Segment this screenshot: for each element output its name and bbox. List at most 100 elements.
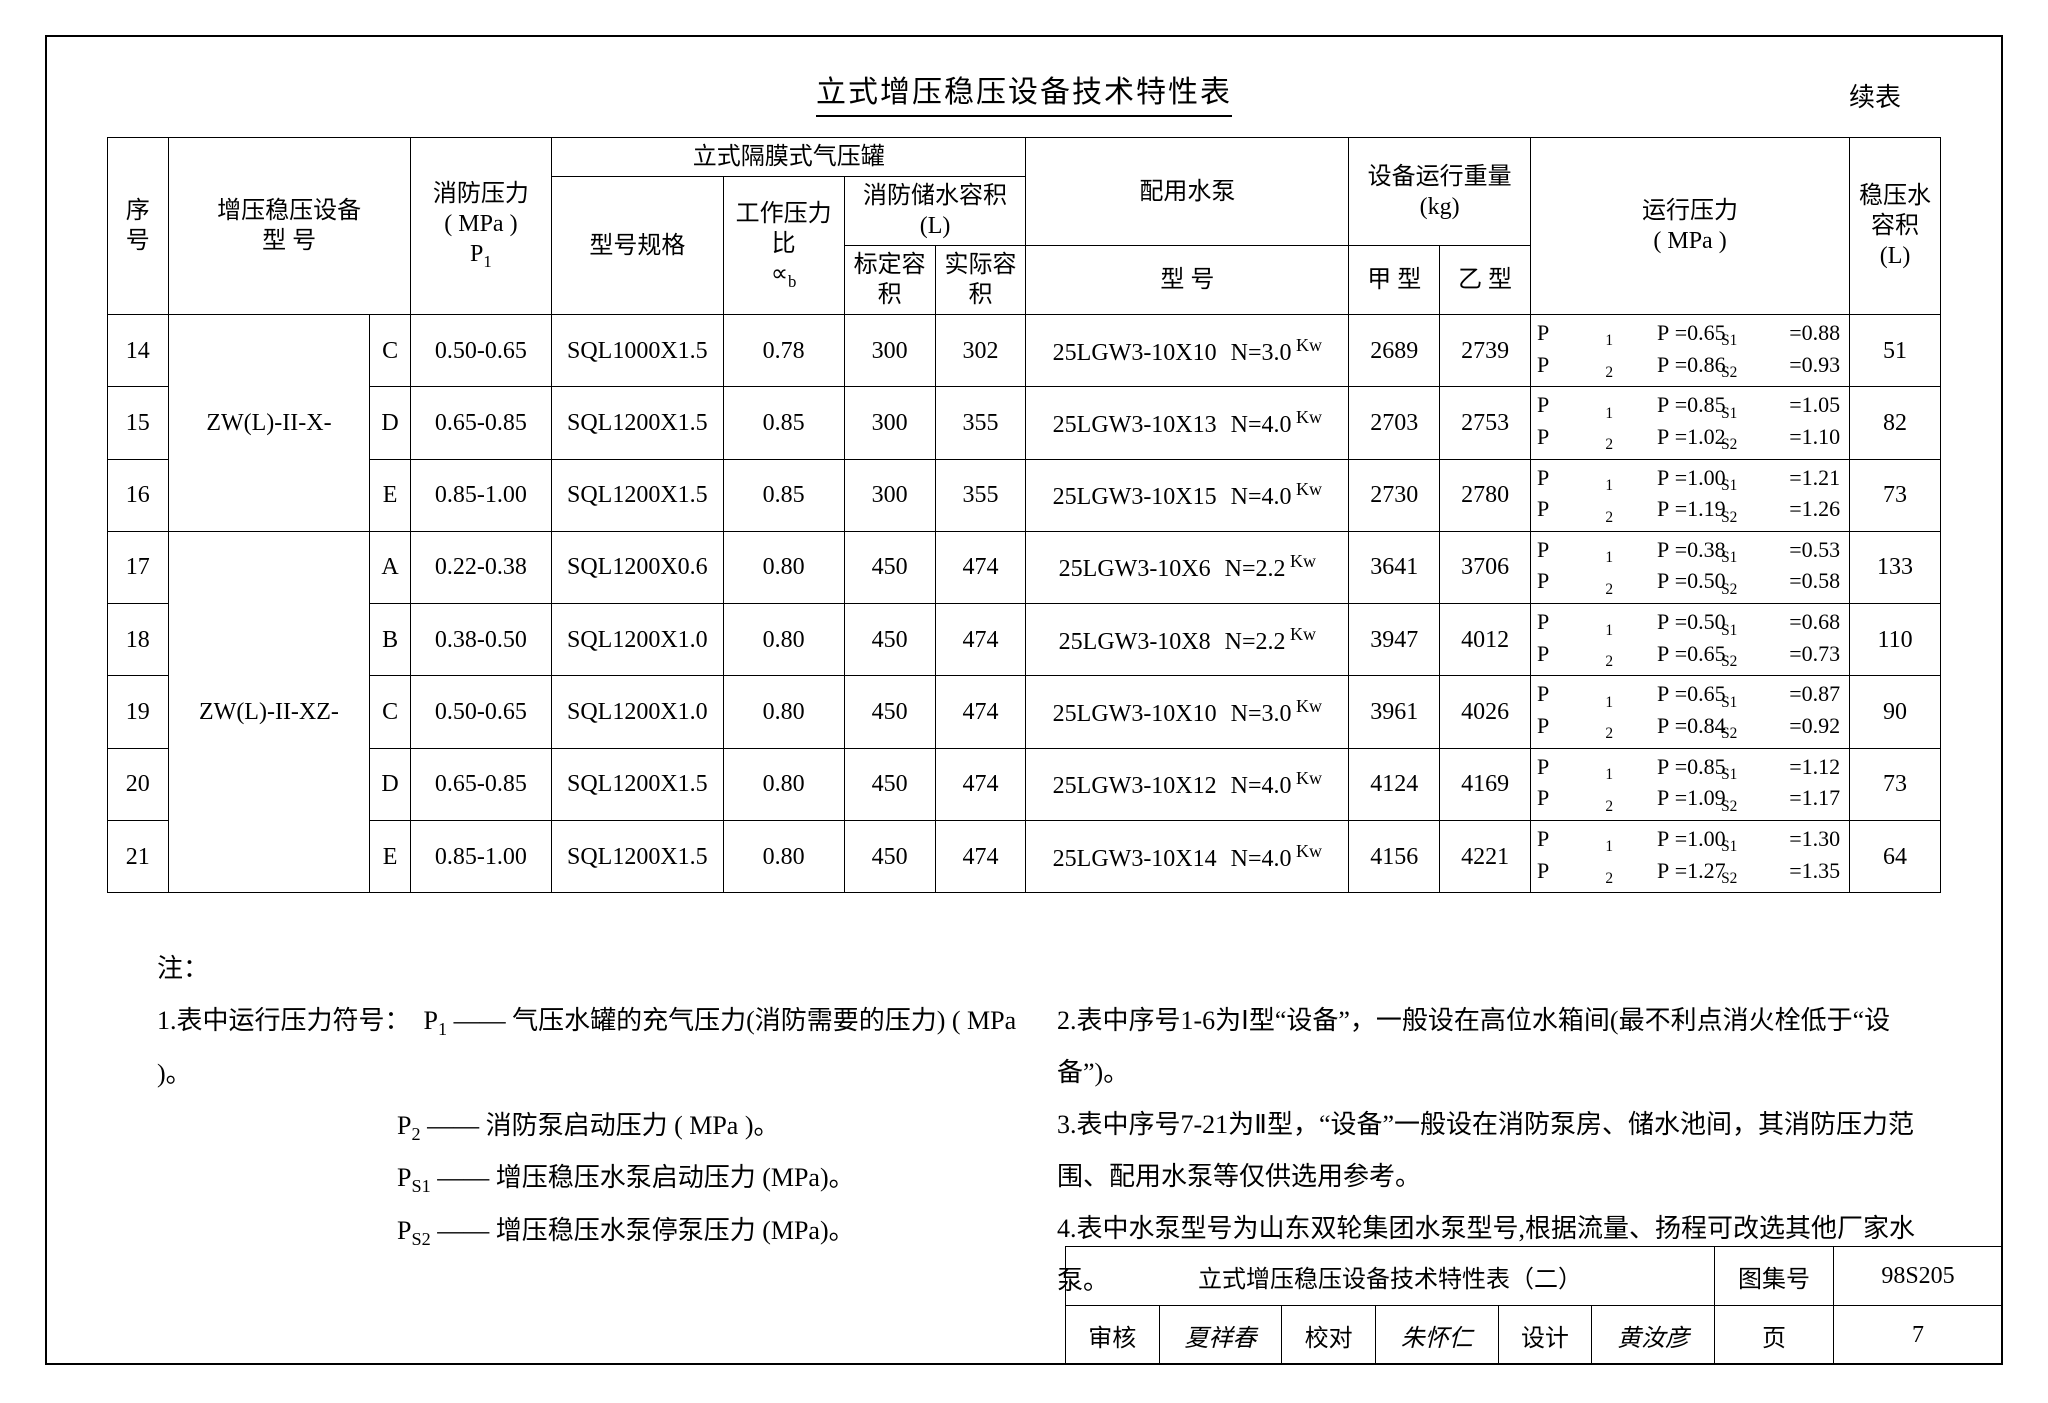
cell-fire-pressure: 0.50-0.65 bbox=[410, 315, 551, 387]
note-1-ps1: PS1 —— 增压稳压水泵启动压力 (MPa)。 bbox=[157, 1152, 1037, 1205]
tb-proof-name: 朱怀仁 bbox=[1375, 1306, 1498, 1365]
cell-suffix: A bbox=[370, 531, 410, 603]
document-title: 立式增压稳压设备技术特性表 bbox=[816, 67, 1232, 117]
cell-vol-rated: 300 bbox=[844, 459, 935, 531]
cell-weight-a: 4156 bbox=[1349, 820, 1440, 892]
cell-weight-a: 3947 bbox=[1349, 604, 1440, 676]
cell-vol-actual: 474 bbox=[935, 604, 1026, 676]
cell-fire-pressure: 0.85-1.00 bbox=[410, 459, 551, 531]
note-2: 2.表中序号1-6为Ⅰ型“设备”，一般设在高位水箱间(最不利点消火栓低于“设备”… bbox=[1057, 995, 1941, 1099]
cell-pump: 25LGW3-10X14N=4.0 Kw bbox=[1026, 820, 1349, 892]
tb-design-name: 黄汝彦 bbox=[1592, 1306, 1715, 1365]
cell-vol-rated: 450 bbox=[844, 820, 935, 892]
header-weight-b: 乙 型 bbox=[1440, 246, 1531, 315]
cell-seq: 18 bbox=[108, 604, 169, 676]
cell-suffix: E bbox=[370, 459, 410, 531]
cell-model-prefix: ZW(L)-II-XZ- bbox=[168, 531, 370, 892]
document-frame: 立式增压稳压设备技术特性表 续表 序号 增压稳压设备型 号 消防压力( MPa … bbox=[45, 35, 2003, 1365]
cell-weight-a: 3961 bbox=[1349, 676, 1440, 748]
cell-vol-actual: 474 bbox=[935, 820, 1026, 892]
note-3: 3.表中序号7-21为Ⅱ型，“设备”一般设在消防泵房、储水池间，其消防压力范围、… bbox=[1057, 1099, 1941, 1203]
cell-vol-actual: 474 bbox=[935, 531, 1026, 603]
note-1: 1.表中运行压力符号： P1 —— 气压水罐的充气压力(消防需要的压力) ( M… bbox=[157, 995, 1037, 1100]
cell-pump: 25LGW3-10X12N=4.0 Kw bbox=[1026, 748, 1349, 820]
cell-vol-actual: 355 bbox=[935, 459, 1026, 531]
cell-fire-pressure: 0.85-1.00 bbox=[410, 820, 551, 892]
continued-label: 续表 bbox=[1849, 77, 1901, 114]
cell-seq: 20 bbox=[108, 748, 169, 820]
cell-tank-model: SQL1200X1.5 bbox=[552, 748, 724, 820]
cell-stable-vol: 82 bbox=[1850, 387, 1941, 459]
cell-vol-rated: 450 bbox=[844, 531, 935, 603]
header-seq: 序号 bbox=[108, 138, 169, 315]
header-model: 增压稳压设备型 号 bbox=[168, 138, 410, 315]
notes-head: 注： bbox=[157, 943, 1941, 995]
cell-ratio: 0.80 bbox=[723, 604, 844, 676]
title-block: 立式增压稳压设备技术特性表（二） 图集号 98S205 审核 夏祥春 校对 朱怀… bbox=[1065, 1246, 2003, 1365]
cell-seq: 17 bbox=[108, 531, 169, 603]
cell-seq: 19 bbox=[108, 676, 169, 748]
cell-tank-model: SQL1200X1.5 bbox=[552, 459, 724, 531]
header-weight-a: 甲 型 bbox=[1349, 246, 1440, 315]
note-1-p2: P2 —— 消防泵启动压力 ( MPa )。 bbox=[157, 1100, 1037, 1153]
cell-stable-vol: 73 bbox=[1850, 748, 1941, 820]
cell-suffix: C bbox=[370, 315, 410, 387]
cell-tank-model: SQL1200X1.0 bbox=[552, 676, 724, 748]
cell-ratio: 0.80 bbox=[723, 748, 844, 820]
cell-weight-b: 2780 bbox=[1440, 459, 1531, 531]
cell-fire-pressure: 0.65-0.85 bbox=[410, 387, 551, 459]
cell-stable-vol: 90 bbox=[1850, 676, 1941, 748]
cell-pump: 25LGW3-10X10N=3.0 Kw bbox=[1026, 676, 1349, 748]
cell-ratio: 0.85 bbox=[723, 387, 844, 459]
header-pump-group: 配用水泵 bbox=[1026, 138, 1349, 246]
cell-vol-rated: 300 bbox=[844, 387, 935, 459]
table-row: 15D0.65-0.85SQL1200X1.50.8530035525LGW3-… bbox=[108, 387, 1941, 459]
cell-run-pressure: P1 =1.00PS1=1.30P2 =1.27PS2=1.35 bbox=[1530, 820, 1849, 892]
spec-table: 序号 增压稳压设备型 号 消防压力( MPa )P1 立式隔膜式气压罐 配用水泵… bbox=[107, 137, 1941, 893]
cell-weight-a: 4124 bbox=[1349, 748, 1440, 820]
cell-ratio: 0.80 bbox=[723, 820, 844, 892]
header-vol-rated: 标定容积 bbox=[844, 246, 935, 315]
cell-seq: 15 bbox=[108, 387, 169, 459]
cell-fire-pressure: 0.50-0.65 bbox=[410, 676, 551, 748]
cell-run-pressure: P1 =0.65PS1=0.88P2 =0.86PS2=0.93 bbox=[1530, 315, 1849, 387]
cell-tank-model: SQL1200X1.0 bbox=[552, 604, 724, 676]
cell-tank-model: SQL1000X1.5 bbox=[552, 315, 724, 387]
header-fire-pressure: 消防压力( MPa )P1 bbox=[410, 138, 551, 315]
cell-weight-b: 2753 bbox=[1440, 387, 1531, 459]
cell-weight-a: 2730 bbox=[1349, 459, 1440, 531]
table-row: 21 E0.85-1.00SQL1200X1.50.8045047425LGW3-… bbox=[108, 820, 1941, 892]
header-vol-actual: 实际容积 bbox=[935, 246, 1026, 315]
cell-suffix: D bbox=[370, 748, 410, 820]
cell-vol-actual: 474 bbox=[935, 748, 1026, 820]
cell-run-pressure: P1 =1.00PS1=1.21P2 =1.19PS2=1.26 bbox=[1530, 459, 1849, 531]
table-body: 14ZW(L)-II-X-C0.50-0.65SQL1000X1.50.7830… bbox=[108, 315, 1941, 893]
cell-stable-vol: 110 bbox=[1850, 604, 1941, 676]
tb-design-label: 设计 bbox=[1498, 1306, 1592, 1365]
cell-vol-rated: 450 bbox=[844, 604, 935, 676]
tb-check-label: 审核 bbox=[1066, 1306, 1160, 1365]
note-1-ps2: PS2 —— 增压稳压水泵停泵压力 (MPa)。 bbox=[157, 1205, 1037, 1258]
cell-tank-model: SQL1200X1.5 bbox=[552, 820, 724, 892]
cell-seq: 16 bbox=[108, 459, 169, 531]
cell-suffix: E bbox=[370, 820, 410, 892]
table-row: 17ZW(L)-II-XZ-A0.22-0.38SQL1200X0.60.804… bbox=[108, 531, 1941, 603]
tb-doc-title: 立式增压稳压设备技术特性表（二） bbox=[1066, 1247, 1715, 1306]
cell-tank-model: SQL1200X1.5 bbox=[552, 387, 724, 459]
cell-weight-b: 3706 bbox=[1440, 531, 1531, 603]
header-ratio: 工作压力比∝b bbox=[723, 177, 844, 315]
header-run-pressure: 运行压力( MPa ) bbox=[1530, 138, 1849, 315]
cell-vol-actual: 474 bbox=[935, 676, 1026, 748]
cell-run-pressure: P1 =0.50PS1=0.68P2 =0.65PS2=0.73 bbox=[1530, 604, 1849, 676]
title-area: 立式增压稳压设备技术特性表 续表 bbox=[107, 67, 1941, 117]
table-row: 18B0.38-0.50SQL1200X1.00.8045047425LGW3-… bbox=[108, 604, 1941, 676]
cell-suffix: D bbox=[370, 387, 410, 459]
cell-weight-a: 2689 bbox=[1349, 315, 1440, 387]
cell-weight-b: 4221 bbox=[1440, 820, 1531, 892]
cell-weight-a: 3641 bbox=[1349, 531, 1440, 603]
cell-weight-b: 4012 bbox=[1440, 604, 1531, 676]
tb-check-name: 夏祥春 bbox=[1159, 1306, 1282, 1365]
cell-seq: 14 bbox=[108, 315, 169, 387]
cell-fire-pressure: 0.22-0.38 bbox=[410, 531, 551, 603]
cell-seq: 21 bbox=[108, 820, 169, 892]
